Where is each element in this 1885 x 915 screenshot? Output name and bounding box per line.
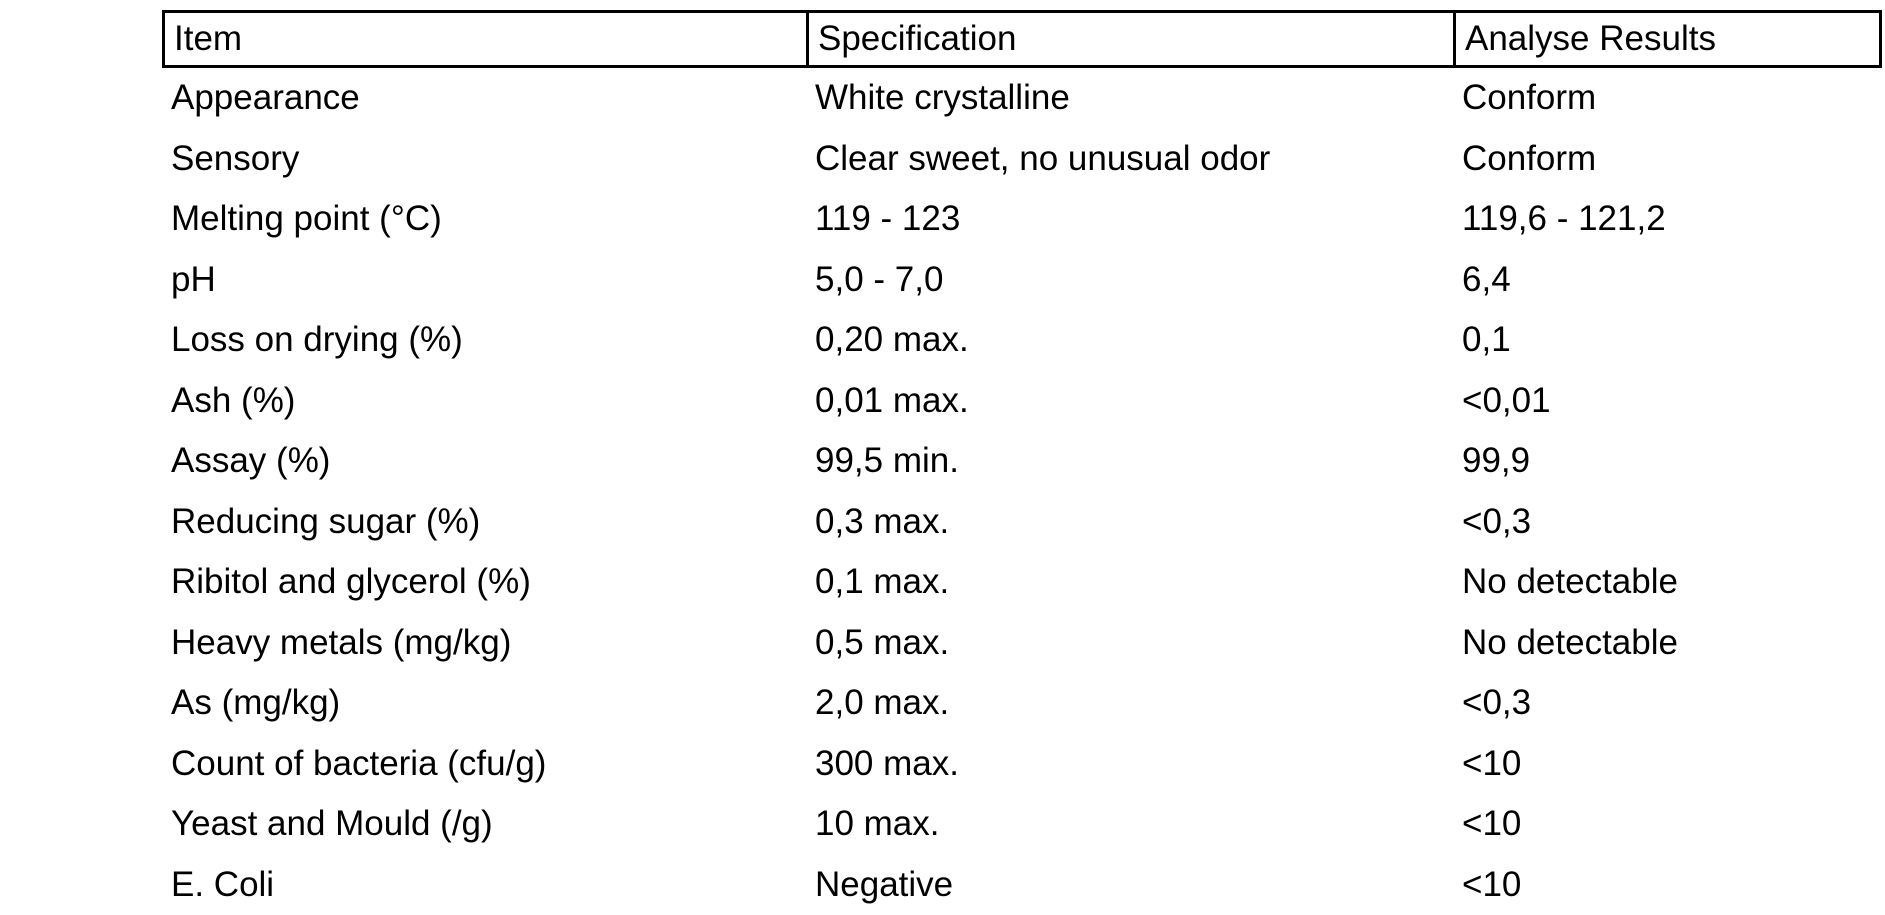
table-cell: 2,0 max. xyxy=(806,673,1453,734)
table-cell: Sensory xyxy=(162,129,806,190)
table-cell: <10 xyxy=(1453,794,1876,855)
table-row: As (mg/kg)2,0 max.<0,3 xyxy=(162,673,1882,734)
table-cell: <0,3 xyxy=(1453,673,1876,734)
header-cell: Specification xyxy=(809,13,1456,65)
table-cell: Yeast and Mould (/g) xyxy=(162,794,806,855)
table-row: Assay (%)99,5 min.99,9 xyxy=(162,431,1882,492)
table-cell: 6,4 xyxy=(1453,250,1876,311)
table-cell: <0,3 xyxy=(1453,492,1876,553)
table-cell: Appearance xyxy=(162,68,806,129)
table-cell: Conform xyxy=(1453,129,1876,190)
table-cell: 0,1 max. xyxy=(806,552,1453,613)
table-cell: 0,1 xyxy=(1453,310,1876,371)
table-cell: 99,5 min. xyxy=(806,431,1453,492)
table-cell: Melting point (°C) xyxy=(162,189,806,250)
table-cell: 119,6 - 121,2 xyxy=(1453,189,1876,250)
table-cell: pH xyxy=(162,250,806,311)
table-row: Loss on drying (%)0,20 max.0,1 xyxy=(162,310,1882,371)
table-cell: <10 xyxy=(1453,855,1876,915)
table-cell: Assay (%) xyxy=(162,431,806,492)
table-cell: <10 xyxy=(1453,734,1876,795)
table-cell: 0,5 max. xyxy=(806,613,1453,674)
table-cell: 0,3 max. xyxy=(806,492,1453,553)
table-cell: <0,01 xyxy=(1453,371,1876,432)
table-cell: Clear sweet, no unusual odor xyxy=(806,129,1453,190)
table-cell: No detectable xyxy=(1453,613,1876,674)
table-cell: Loss on drying (%) xyxy=(162,310,806,371)
table-cell: E. Coli xyxy=(162,855,806,915)
table-cell: 0,01 max. xyxy=(806,371,1453,432)
table-cell: 10 max. xyxy=(806,794,1453,855)
table-row: Count of bacteria (cfu/g)300 max.<10 xyxy=(162,734,1882,795)
table-cell: Count of bacteria (cfu/g) xyxy=(162,734,806,795)
table-cell: 300 max. xyxy=(806,734,1453,795)
table-row: Ash (%)0,01 max.<0,01 xyxy=(162,371,1882,432)
table-cell: Conform xyxy=(1453,68,1876,129)
table-cell: 5,0 - 7,0 xyxy=(806,250,1453,311)
table-cell: 0,20 max. xyxy=(806,310,1453,371)
table-cell: Ash (%) xyxy=(162,371,806,432)
header-cell: Analyse Results xyxy=(1456,13,1879,65)
table-row: Yeast and Mould (/g)10 max.<10 xyxy=(162,794,1882,855)
table-cell: Heavy metals (mg/kg) xyxy=(162,613,806,674)
table-cell: Negative xyxy=(806,855,1453,915)
table-row: Heavy metals (mg/kg)0,5 max.No detectabl… xyxy=(162,613,1882,674)
table-cell: Reducing sugar (%) xyxy=(162,492,806,553)
table-cell: White crystalline xyxy=(806,68,1453,129)
table-row: Ribitol and glycerol (%)0,1 max.No detec… xyxy=(162,552,1882,613)
table-cell: As (mg/kg) xyxy=(162,673,806,734)
header-cell: Item xyxy=(165,13,809,65)
table-cell: No detectable xyxy=(1453,552,1876,613)
table-cell: 99,9 xyxy=(1453,431,1876,492)
table-cell: 119 - 123 xyxy=(806,189,1453,250)
table-cell: Ribitol and glycerol (%) xyxy=(162,552,806,613)
table-row: Reducing sugar (%)0,3 max.<0,3 xyxy=(162,492,1882,553)
